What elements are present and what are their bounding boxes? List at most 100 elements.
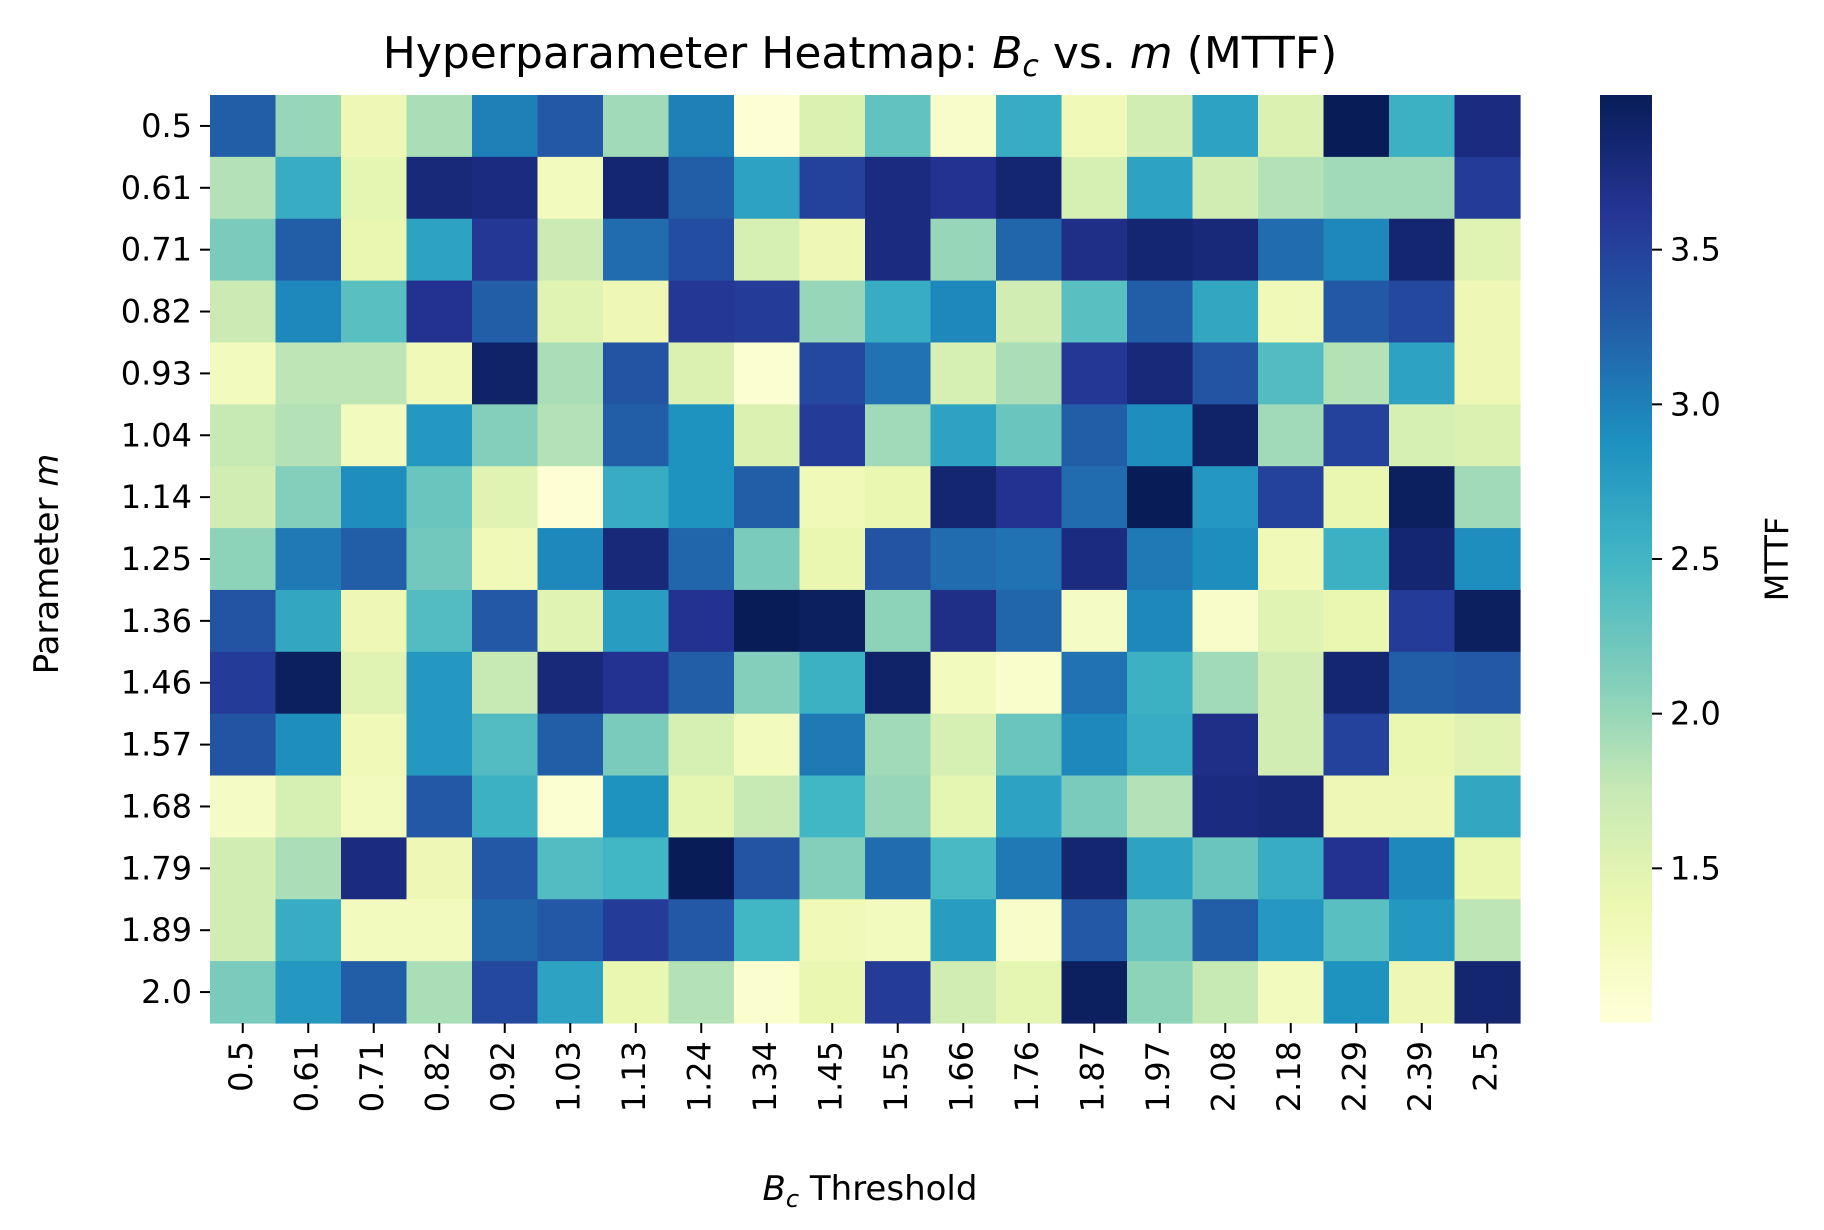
heatmap-cell — [537, 218, 604, 282]
y-tick-label: 1.14 — [121, 478, 192, 516]
heatmap-cell — [1127, 156, 1194, 220]
heatmap-cell — [865, 775, 932, 838]
heatmap-cell — [1323, 404, 1390, 467]
heatmap-cell — [1323, 528, 1390, 591]
x-tick-label: 0.92 — [484, 1041, 522, 1112]
heatmap-cell — [1258, 218, 1325, 282]
heatmap-cell — [734, 95, 801, 158]
y-axis-label: Parameter m — [27, 454, 67, 675]
heatmap-cell — [537, 961, 604, 1024]
heatmap-cell — [406, 899, 473, 962]
heatmap-cell — [734, 280, 801, 344]
colorbar-tick-label: 3.5 — [1670, 231, 1721, 269]
heatmap-cell — [1127, 466, 1194, 529]
heatmap-cell — [210, 342, 277, 405]
heatmap-cell — [799, 280, 866, 344]
heatmap-cell — [1127, 651, 1194, 715]
heatmap-cell — [210, 95, 277, 158]
heatmap-cell — [1258, 713, 1325, 777]
x-axis-label: Bc Threshold — [763, 1169, 978, 1213]
x-tick-label: 1.45 — [811, 1041, 849, 1112]
heatmap-cell — [799, 404, 866, 467]
x-tick-label: 2.5 — [1466, 1041, 1504, 1092]
y-tick-label: 1.89 — [121, 911, 192, 949]
heatmap-cell — [1061, 528, 1128, 591]
heatmap-cell — [668, 589, 735, 653]
colorbar-tick-label: 3.0 — [1670, 385, 1721, 423]
heatmap-cell — [341, 156, 408, 220]
heatmap-cell — [406, 589, 473, 653]
heatmap-cell — [406, 466, 473, 529]
y-tick-label: 2.0 — [141, 973, 192, 1011]
heatmap-cell — [1192, 342, 1259, 405]
heatmap-cell — [275, 156, 342, 220]
heatmap-cell — [1061, 280, 1128, 344]
heatmap-cell — [1061, 95, 1128, 158]
heatmap-cell — [1258, 404, 1325, 467]
heatmap-cell — [406, 156, 473, 220]
heatmap-cell — [472, 775, 539, 838]
x-tick-label: 1.97 — [1139, 1041, 1177, 1112]
heatmap-cell — [1323, 280, 1390, 344]
heatmap-cell — [1323, 651, 1390, 715]
chart-title: Hyperparameter Heatmap: Bc vs. m (MTTF) — [383, 28, 1338, 84]
y-tick-label: 0.5 — [141, 107, 192, 145]
heatmap-cell — [799, 342, 866, 405]
heatmap-cell — [341, 342, 408, 405]
heatmap-cell — [210, 528, 277, 591]
heatmap-cell — [537, 156, 604, 220]
heatmap-cell — [472, 404, 539, 467]
heatmap-cell — [865, 899, 932, 962]
heatmap-cell — [472, 589, 539, 653]
heatmap-cell — [603, 961, 670, 1024]
heatmap-cell — [1389, 528, 1456, 591]
x-tick-label: 1.66 — [942, 1041, 980, 1112]
heatmap-cell — [1454, 466, 1521, 529]
y-axis-ticks: 0.5 0.61 0.71 0.82 0.93 1.04 1.14 1.25 1.36 1.46 1… — [121, 107, 210, 1011]
heatmap-cell — [406, 775, 473, 838]
heatmap-cell — [930, 713, 997, 777]
heatmap-cell — [865, 342, 932, 405]
heatmap-cell — [603, 899, 670, 962]
colorbar-ticks: 1.5 2.0 2.5 3.0 3.5 — [1652, 231, 1721, 887]
heatmap-cell — [1127, 837, 1194, 900]
heatmap-cell — [1454, 589, 1521, 653]
heatmap-cell — [668, 837, 735, 900]
heatmap-cell — [1389, 651, 1456, 715]
heatmap-cell — [1192, 404, 1259, 467]
y-tick-label: 0.61 — [121, 169, 192, 207]
heatmap-cell — [210, 837, 277, 900]
heatmap-cell — [537, 342, 604, 405]
colorbar-tick-label: 2.5 — [1670, 540, 1721, 578]
heatmap-cell — [1192, 899, 1259, 962]
heatmap-cell — [406, 837, 473, 900]
heatmap-cell — [930, 466, 997, 529]
heatmap-cell — [996, 528, 1063, 591]
heatmap-cell — [603, 156, 670, 220]
heatmap-cell — [1389, 156, 1456, 220]
heatmap-cell — [1389, 218, 1456, 282]
heatmap-cell — [799, 899, 866, 962]
heatmap-cell — [930, 404, 997, 467]
heatmap-cell — [996, 899, 1063, 962]
heatmap-cell — [1323, 466, 1390, 529]
heatmap-cell — [275, 466, 342, 529]
heatmap-cell — [341, 899, 408, 962]
heatmap-cell — [275, 218, 342, 282]
heatmap-cell — [865, 466, 932, 529]
heatmap-cell — [1192, 589, 1259, 653]
heatmap-cell — [1454, 342, 1521, 405]
heatmap-cell — [406, 961, 473, 1024]
x-tick-label: 0.82 — [418, 1041, 456, 1112]
heatmap-cell — [210, 651, 277, 715]
heatmap-cell — [537, 95, 604, 158]
heatmap-cell — [1127, 342, 1194, 405]
heatmap-cell — [603, 280, 670, 344]
heatmap-cell — [1061, 775, 1128, 838]
heatmap-cell — [865, 837, 932, 900]
heatmap-cell — [210, 156, 277, 220]
heatmap-cell — [1454, 404, 1521, 467]
heatmap-cell — [1389, 589, 1456, 653]
heatmap-cell — [1192, 775, 1259, 838]
heatmap-cell — [1258, 775, 1325, 838]
